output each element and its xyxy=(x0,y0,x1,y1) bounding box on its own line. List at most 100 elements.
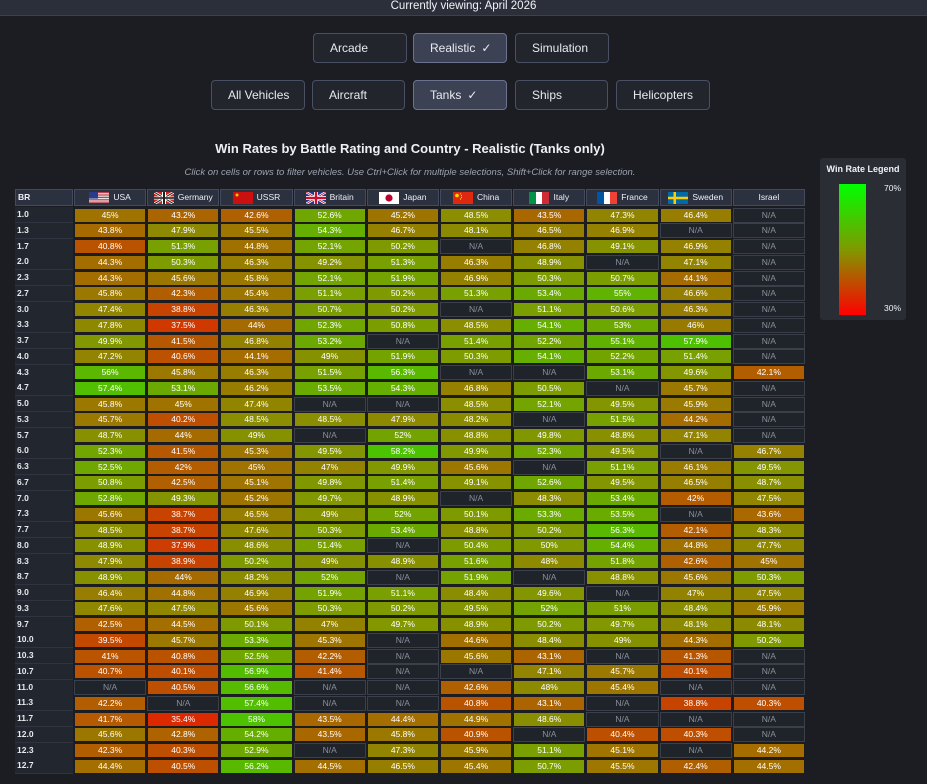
heatmap-cell[interactable]: N/A xyxy=(586,380,659,396)
br-row-label[interactable]: 10.0 xyxy=(15,632,73,649)
heatmap-cell[interactable]: 45% xyxy=(74,207,147,223)
br-row-label[interactable]: 5.0 xyxy=(15,396,73,412)
heatmap-cell[interactable]: 46.7% xyxy=(366,223,439,239)
heatmap-cell[interactable]: 48.9% xyxy=(440,617,513,632)
br-row-label[interactable]: 10.7 xyxy=(15,663,73,680)
heatmap-cell[interactable]: 45.6% xyxy=(74,506,147,522)
br-row-label[interactable]: 7.7 xyxy=(15,522,73,538)
heatmap-cell[interactable]: 45.6% xyxy=(147,270,220,286)
heatmap-cell[interactable]: 48.1% xyxy=(659,617,732,632)
heatmap-cell[interactable]: 41.3% xyxy=(659,648,732,664)
heatmap-cell[interactable]: 49.6% xyxy=(659,365,732,380)
heatmap-cell[interactable]: 45.3% xyxy=(220,443,293,459)
br-row-label[interactable]: 4.3 xyxy=(15,364,73,381)
heatmap-cell[interactable]: 52% xyxy=(293,569,366,585)
heatmap-cell[interactable]: 47.5% xyxy=(147,601,220,617)
heatmap-cell[interactable]: 48% xyxy=(513,554,586,569)
heatmap-cell[interactable]: N/A xyxy=(366,648,439,664)
heatmap-cell[interactable]: 45.5% xyxy=(586,758,659,774)
heatmap-cell[interactable]: 47.5% xyxy=(732,491,805,506)
heatmap-cell[interactable]: 47.3% xyxy=(586,207,659,223)
heatmap-cell[interactable]: 49.9% xyxy=(74,333,147,349)
heatmap-cell[interactable]: 51.9% xyxy=(440,569,513,585)
heatmap-cell[interactable]: 39.5% xyxy=(74,632,147,648)
heatmap-cell[interactable]: N/A xyxy=(732,428,805,443)
heatmap-cell[interactable]: N/A xyxy=(293,695,366,711)
heatmap-cell[interactable]: N/A xyxy=(440,664,513,680)
heatmap-cell[interactable]: N/A xyxy=(659,443,732,459)
heatmap-cell[interactable]: N/A xyxy=(147,695,220,711)
heatmap-cell[interactable]: 46.3% xyxy=(220,365,293,380)
heatmap-cell[interactable]: 46.9% xyxy=(659,239,732,254)
heatmap-cell[interactable]: N/A xyxy=(659,711,732,727)
heatmap-cell[interactable]: 44.1% xyxy=(220,349,293,365)
heatmap-cell[interactable]: N/A xyxy=(440,302,513,317)
heatmap-cell[interactable]: 48.5% xyxy=(440,317,513,333)
heatmap-cell[interactable]: 49.5% xyxy=(586,443,659,459)
heatmap-cell[interactable]: 50.2% xyxy=(366,601,439,617)
heatmap-cell[interactable]: 46.9% xyxy=(586,223,659,239)
heatmap-cell[interactable]: 42.6% xyxy=(659,554,732,569)
br-row-label[interactable]: 1.3 xyxy=(15,222,73,239)
heatmap-cell[interactable]: 46.1% xyxy=(659,459,732,475)
heatmap-cell[interactable]: 53.2% xyxy=(293,333,366,349)
column-header-japan[interactable]: Japan xyxy=(366,189,439,206)
column-header-sweden[interactable]: Sweden xyxy=(659,189,732,206)
heatmap-cell[interactable]: 53.5% xyxy=(586,506,659,522)
heatmap-cell[interactable]: N/A xyxy=(293,428,366,443)
heatmap-cell[interactable]: 50.1% xyxy=(440,506,513,522)
heatmap-cell[interactable]: 49.5% xyxy=(586,475,659,491)
heatmap-cell[interactable]: 52.6% xyxy=(293,207,366,223)
heatmap-cell[interactable]: N/A xyxy=(732,380,805,396)
heatmap-cell[interactable]: 40.5% xyxy=(147,680,220,695)
heatmap-cell[interactable]: 45.8% xyxy=(74,396,147,412)
heatmap-cell[interactable]: 48.1% xyxy=(440,223,513,239)
heatmap-cell[interactable]: 56.6% xyxy=(220,680,293,695)
heatmap-cell[interactable]: 54.2% xyxy=(220,727,293,743)
heatmap-cell[interactable]: N/A xyxy=(586,695,659,711)
column-header-britain[interactable]: Britain xyxy=(293,189,366,206)
heatmap-cell[interactable]: 55% xyxy=(586,286,659,302)
heatmap-cell[interactable]: 49.5% xyxy=(732,459,805,475)
heatmap-cell[interactable]: N/A xyxy=(366,680,439,695)
br-row-label[interactable]: 9.7 xyxy=(15,616,73,633)
heatmap-cell[interactable]: 46% xyxy=(659,317,732,333)
heatmap-cell[interactable]: 46.3% xyxy=(659,302,732,317)
heatmap-cell[interactable]: 51.9% xyxy=(366,270,439,286)
heatmap-cell[interactable]: 52% xyxy=(366,428,439,443)
heatmap-cell[interactable]: 50% xyxy=(513,538,586,554)
heatmap-cell[interactable]: 43.6% xyxy=(732,506,805,522)
heatmap-cell[interactable]: 47.7% xyxy=(732,538,805,554)
heatmap-cell[interactable]: 45.9% xyxy=(440,743,513,758)
heatmap-cell[interactable]: 49.2% xyxy=(293,254,366,270)
heatmap-cell[interactable]: 40.8% xyxy=(147,648,220,664)
heatmap-cell[interactable]: 51.3% xyxy=(147,239,220,254)
heatmap-cell[interactable]: 57.4% xyxy=(220,695,293,711)
heatmap-cell[interactable]: 42.6% xyxy=(220,207,293,223)
heatmap-cell[interactable]: 46.6% xyxy=(659,286,732,302)
type-button-tanks[interactable]: Tanks ✓ xyxy=(413,80,507,110)
heatmap-cell[interactable]: 44.4% xyxy=(74,758,147,774)
heatmap-cell[interactable]: N/A xyxy=(732,680,805,695)
heatmap-cell[interactable]: N/A xyxy=(732,396,805,412)
heatmap-cell[interactable]: 48.5% xyxy=(440,396,513,412)
column-header-usa[interactable]: USA xyxy=(74,189,147,206)
br-row-label[interactable]: 4.7 xyxy=(15,380,73,397)
br-row-label[interactable]: 12.3 xyxy=(15,742,73,759)
heatmap-cell[interactable]: 46.7% xyxy=(732,443,805,459)
br-row-label[interactable]: 2.7 xyxy=(15,285,73,302)
br-row-label[interactable]: 12.7 xyxy=(15,758,73,775)
heatmap-cell[interactable]: 49.6% xyxy=(513,585,586,601)
heatmap-cell[interactable]: 51.5% xyxy=(293,365,366,380)
heatmap-cell[interactable]: 45.6% xyxy=(440,459,513,475)
heatmap-cell[interactable]: 56.3% xyxy=(586,522,659,538)
heatmap-cell[interactable]: 45.3% xyxy=(293,632,366,648)
heatmap-cell[interactable]: N/A xyxy=(293,396,366,412)
heatmap-cell[interactable]: 38.9% xyxy=(147,554,220,569)
heatmap-cell[interactable]: 51.4% xyxy=(366,475,439,491)
heatmap-cell[interactable]: 51.5% xyxy=(586,412,659,428)
heatmap-cell[interactable]: 49.5% xyxy=(293,443,366,459)
heatmap-cell[interactable]: 43.1% xyxy=(513,695,586,711)
heatmap-cell[interactable]: 45.8% xyxy=(147,365,220,380)
heatmap-cell[interactable]: 48.8% xyxy=(586,428,659,443)
